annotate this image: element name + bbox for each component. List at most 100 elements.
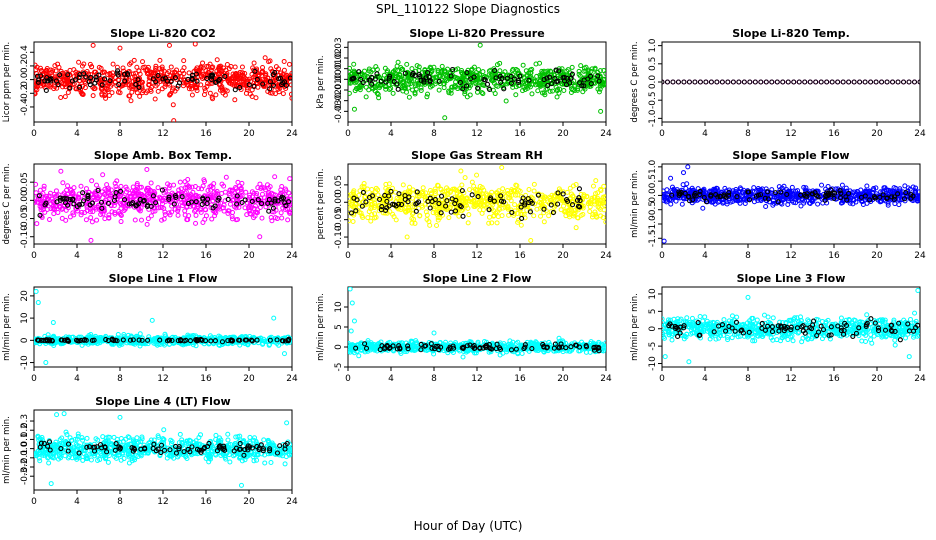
data-point (238, 185, 244, 191)
x-tick-label: 4 (74, 374, 80, 384)
data-point (833, 186, 839, 192)
data-point-outlier (117, 45, 123, 51)
hourly-point (519, 215, 525, 221)
hourly-point (846, 190, 852, 196)
hourly-point (774, 79, 780, 85)
x-tick-label: 12 (471, 251, 482, 261)
data-point (214, 57, 220, 63)
hourly-point (155, 73, 161, 79)
hourly-point (498, 193, 504, 199)
data-point (123, 189, 129, 195)
data-point (265, 185, 271, 191)
hourly-point (112, 194, 118, 200)
data-point (233, 186, 239, 192)
y-axis-label: degrees C per min. (2, 163, 12, 244)
data-point (208, 205, 214, 211)
data-point (362, 194, 368, 200)
hourly-point (807, 79, 813, 85)
hourly-point (374, 71, 380, 77)
x-tick-label: 24 (286, 251, 298, 261)
data-point (573, 225, 579, 231)
data-point (590, 183, 596, 189)
data-point (166, 192, 172, 198)
data-point (205, 81, 211, 87)
y-tick-label: -0.5 (648, 91, 658, 109)
hourly-point (136, 84, 142, 90)
hourly-point (522, 202, 528, 208)
data-point (385, 68, 391, 74)
hourly-point (703, 199, 709, 205)
data-point (53, 188, 59, 194)
data-point (106, 215, 112, 221)
hourly-point (555, 201, 561, 207)
hourly-point (741, 79, 747, 85)
hourly-point (693, 193, 699, 199)
hourly-point (755, 192, 761, 198)
data-point (494, 220, 500, 226)
data-point (108, 187, 114, 193)
hourly-point (267, 79, 273, 85)
data-point (170, 102, 176, 108)
hourly-point (173, 194, 179, 200)
hourly-point (360, 79, 366, 86)
hourly-point (703, 79, 709, 85)
data-point (570, 199, 576, 205)
data-point (457, 192, 463, 198)
data-point (211, 181, 217, 187)
hourly-point (585, 76, 591, 82)
data-point (505, 206, 511, 212)
data-point (159, 66, 165, 72)
hourly-point (266, 208, 272, 214)
data-point (157, 57, 163, 63)
data-point (467, 92, 473, 98)
hourly-point (818, 79, 824, 85)
hourly-point (669, 192, 675, 198)
data-point (743, 197, 749, 203)
data-point (62, 94, 68, 100)
data-point (885, 187, 891, 193)
data-point (109, 90, 115, 96)
data-point (577, 73, 583, 79)
data-point (74, 71, 80, 77)
data-point (435, 182, 441, 188)
data-point (466, 212, 472, 218)
data-point (159, 217, 165, 223)
data-point (93, 191, 99, 197)
data-point (76, 196, 82, 202)
hourly-point (351, 195, 357, 201)
data-point (221, 202, 227, 208)
data-point (288, 91, 292, 97)
data-point (216, 67, 222, 73)
data-point (512, 202, 518, 208)
data-point (432, 191, 438, 197)
data-point (41, 183, 47, 189)
data-point (104, 182, 110, 188)
data-point (184, 185, 190, 191)
data-point (46, 193, 52, 199)
data-point (359, 184, 365, 190)
y-tick-label: -10 (20, 355, 30, 370)
data-point (550, 88, 556, 94)
x-tick-label: 4 (74, 129, 80, 139)
data-point-outlier (477, 42, 483, 48)
hourly-point (413, 208, 419, 214)
data-point (71, 67, 77, 73)
data-point (120, 65, 126, 71)
data-point (147, 87, 153, 93)
data-point (34, 64, 40, 70)
data-point (446, 88, 452, 94)
hourly-point (725, 79, 731, 85)
hourly-point (460, 213, 466, 219)
data-point (520, 88, 526, 94)
data-point (134, 64, 140, 70)
data-point (162, 84, 168, 90)
x-tick-label: 12 (157, 129, 168, 139)
x-tick-label: 12 (785, 251, 796, 261)
x-tick-label: 24 (600, 129, 612, 139)
data-point (179, 199, 185, 205)
data-point (373, 185, 379, 191)
data-point (506, 212, 512, 218)
x-tick-label: 0 (659, 251, 665, 261)
hourly-point (234, 201, 240, 207)
data-point (102, 69, 108, 75)
